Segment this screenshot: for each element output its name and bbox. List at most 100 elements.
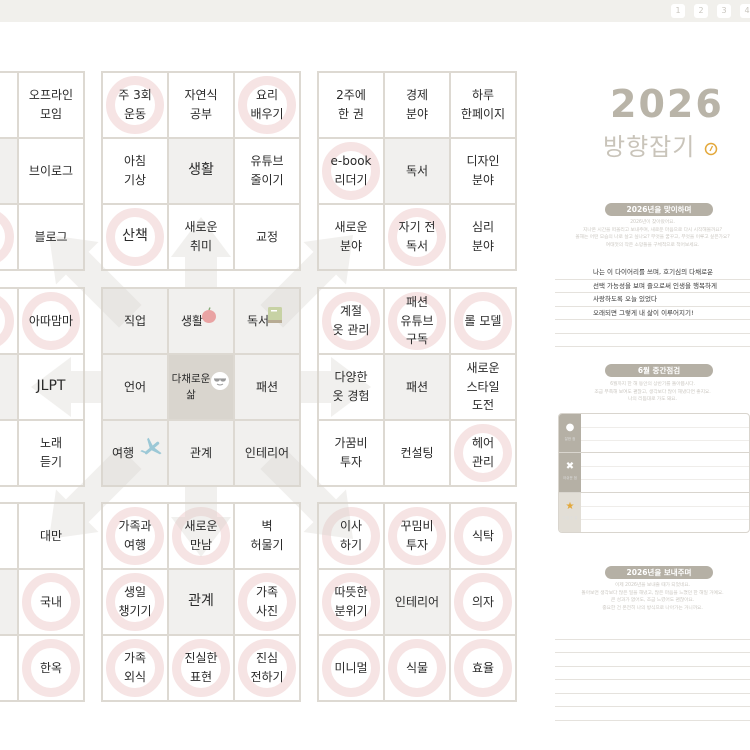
goal-cell[interactable]: 의자 (450, 569, 516, 635)
goal-cell[interactable]: e-book 리더기 (318, 138, 384, 204)
goal-cell-core[interactable] (0, 354, 18, 420)
goal-cell[interactable]: 독서 (234, 288, 300, 354)
goal-cell[interactable]: 효율 (450, 635, 516, 701)
page-button-1[interactable]: 1 (671, 4, 685, 18)
goal-cell[interactable]: 이사 하기 (318, 503, 384, 569)
goal-cell[interactable]: 관계 (168, 420, 234, 486)
goal-cell-core[interactable]: 패션 (384, 354, 450, 420)
goal-cell[interactable]: 아따맘마 (18, 288, 84, 354)
goal-cell-core[interactable] (0, 138, 18, 204)
goal-cell[interactable]: 여행 (102, 420, 168, 486)
goal-cell[interactable]: 컨설팅 (384, 420, 450, 486)
highlight-ring (106, 639, 164, 697)
goal-text: 자기 전 독서 (398, 220, 436, 253)
goal-cell[interactable] (0, 288, 18, 354)
goal-cell[interactable]: 2주에 한 권 (318, 72, 384, 138)
goal-cell[interactable]: 유튜브 줄이기 (234, 138, 300, 204)
goal-cell[interactable] (0, 204, 18, 270)
goal-cell[interactable]: 요리 배우기 (234, 72, 300, 138)
goal-cell[interactable]: 패션 유튜브 구독 (384, 288, 450, 354)
goal-cell[interactable]: 새로운 분야 (318, 204, 384, 270)
goal-text: 블로그 (34, 229, 68, 244)
goal-cell[interactable]: 진실한 표현 (168, 635, 234, 701)
goal-cell[interactable] (0, 72, 18, 138)
handwritten-line[interactable]: 오래되면 그렇게 내 삶이 이루어지기! (555, 307, 750, 320)
goal-cell[interactable]: 새로운 스타일 도전 (450, 354, 516, 420)
handwritten-line[interactable]: 사랑하도록 오늘 있었다 (555, 293, 750, 307)
goal-text: 한옥 (39, 660, 63, 675)
goal-cell[interactable]: 꾸밈비 투자 (384, 503, 450, 569)
page-button-3[interactable]: 3 (717, 4, 731, 18)
goal-cell[interactable]: 새로운 만남 (168, 503, 234, 569)
goal-text: 진심 전하기 (250, 651, 284, 684)
section-tab: ● 잘한 점 (559, 414, 581, 453)
goal-cell[interactable]: 노래 듣기 (18, 420, 84, 486)
goal-cell[interactable]: 하루 한페이지 (450, 72, 516, 138)
farewell-lines[interactable] (555, 626, 750, 721)
goal-cell[interactable]: 헤어 관리 (450, 420, 516, 486)
goal-cell[interactable]: 한옥 (18, 635, 84, 701)
goal-cell[interactable]: 산책 (102, 204, 168, 270)
goal-cell[interactable]: 경제 분야 (384, 72, 450, 138)
goal-cell[interactable]: 대만 (18, 503, 84, 569)
goal-cell[interactable]: 자연식 공부 (168, 72, 234, 138)
highlight-ring (322, 639, 380, 697)
page-button-2[interactable]: 2 (694, 4, 708, 18)
goal-cell[interactable]: 브이로그 (18, 138, 84, 204)
handwritten-line[interactable] (555, 334, 750, 347)
goal-text: 생활 (180, 313, 204, 328)
midcheck-section[interactable]: ★ 다짐 한 줄 (559, 492, 749, 532)
goal-cell[interactable] (0, 635, 18, 701)
goal-cell[interactable]: 생일 챙기기 (102, 569, 168, 635)
goal-cell-core[interactable]: 생활 (168, 138, 234, 204)
goal-cell[interactable]: 따뜻한 분위기 (318, 569, 384, 635)
goal-cell[interactable]: 가꿈비 투자 (318, 420, 384, 486)
goal-cell[interactable]: 새로운 취미 (168, 204, 234, 270)
goal-cell[interactable]: 인테리어 (234, 420, 300, 486)
handwritten-line[interactable] (555, 320, 750, 334)
goal-cell[interactable]: 심리 분야 (450, 204, 516, 270)
goal-cell-core[interactable]: 독서 (384, 138, 450, 204)
handwritten-line[interactable]: 나는 이 다이어리를 쓰며, 호기심의 다채로운 (555, 266, 750, 280)
goal-cell[interactable]: 오프라인 모임 (18, 72, 84, 138)
goal-cell[interactable]: 다양한 옷 경험 (318, 354, 384, 420)
goal-cell[interactable]: 디자인 분야 (450, 138, 516, 204)
goal-cell[interactable]: 식물 (384, 635, 450, 701)
page-button-4[interactable]: 4 (740, 4, 750, 18)
goal-cell-core[interactable]: 관계 (168, 569, 234, 635)
goal-text: 오프라인 모임 (28, 88, 74, 121)
goal-cell[interactable]: 아침 기상 (102, 138, 168, 204)
goal-cell[interactable]: 생활 (168, 288, 234, 354)
goal-cell[interactable]: 식탁 (450, 503, 516, 569)
goal-cell[interactable]: 직업 (102, 288, 168, 354)
goal-cell[interactable]: 미니멀 (318, 635, 384, 701)
goal-cell[interactable]: 패션 (234, 354, 300, 420)
goal-cell[interactable]: 계절 옷 관리 (318, 288, 384, 354)
goal-cell[interactable]: 롤 모델 (450, 288, 516, 354)
goal-cell[interactable]: 국내 (18, 569, 84, 635)
goal-cell[interactable]: 가족 외식 (102, 635, 168, 701)
goal-cell-core[interactable]: 다채로운 삶 (168, 354, 234, 420)
midcheck-section[interactable]: ● 잘한 점 (559, 414, 749, 454)
goal-cell-core[interactable]: 인테리어 (384, 569, 450, 635)
goal-cell[interactable]: 주 3회 운동 (102, 72, 168, 138)
welcome-lines[interactable]: 나는 이 다이어리를 쓰며, 호기심의 다채로운 선택 가능성을 보며 즐으로써 … (555, 266, 750, 347)
goal-cell[interactable]: 자기 전 독서 (384, 204, 450, 270)
goal-cell[interactable]: 가족 사진 (234, 569, 300, 635)
goal-cell[interactable] (0, 503, 18, 569)
highlight-ring (238, 639, 296, 697)
handwritten-line[interactable]: 선택 가능성을 보며 즐으로써 인생을 행복하게 (555, 280, 750, 293)
goal-cell[interactable]: 가족과 여행 (102, 503, 168, 569)
goal-cell[interactable]: 블로그 (18, 204, 84, 270)
goal-cell[interactable] (0, 420, 18, 486)
goal-text: 새로운 분야 (334, 220, 368, 253)
goal-cell-core[interactable] (0, 569, 18, 635)
goal-cell[interactable]: JLPT (18, 354, 84, 420)
farewell-description: 이제 2026년을 보내줄 때가 되었네요. 돌아보면 생각보다 많은 일을 해… (581, 583, 724, 611)
goal-cell[interactable]: 교정 (234, 204, 300, 270)
midcheck-section[interactable]: ✖ 아쉬운 점 (559, 453, 749, 493)
goal-cell[interactable]: 진심 전하기 (234, 635, 300, 701)
goal-cell[interactable]: 벽 허물기 (234, 503, 300, 569)
goal-text: 식탁 (471, 528, 495, 543)
goal-cell[interactable]: 언어 (102, 354, 168, 420)
